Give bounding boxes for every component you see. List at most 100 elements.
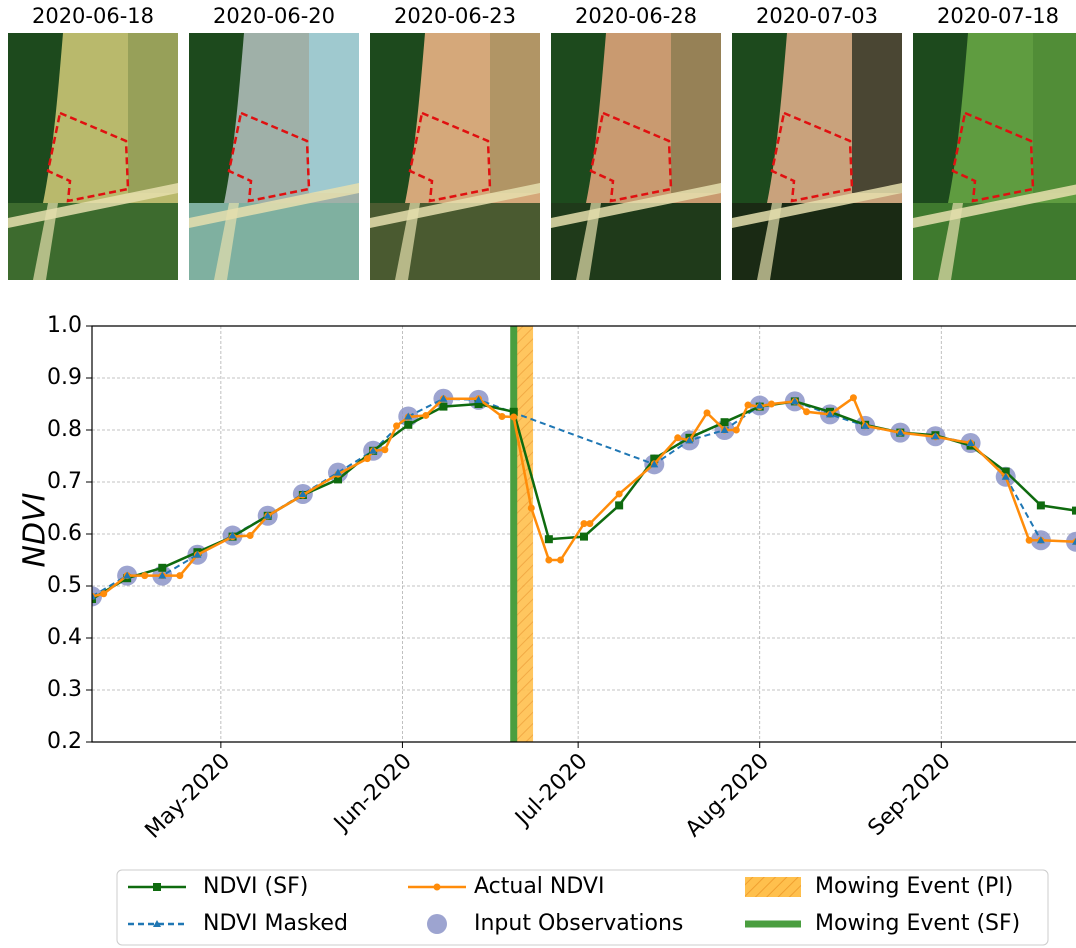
field-right (1033, 33, 1076, 193)
legend-marker (153, 920, 161, 927)
thumbnail (551, 33, 721, 280)
parcel-outline (951, 111, 1035, 203)
data-point (404, 420, 413, 429)
data-point (381, 446, 389, 454)
forest (8, 33, 63, 213)
data-point (439, 394, 448, 402)
parcel-outline (408, 111, 492, 203)
parcel-outline (46, 111, 130, 203)
road-left (395, 203, 420, 280)
y-tick-label: 0.6 (47, 521, 82, 546)
data-point (439, 402, 448, 411)
y-tick-label: 0.7 (47, 469, 82, 494)
legend-marker (427, 914, 447, 934)
x-tick-label: Jul-2020 (510, 749, 593, 832)
data-point (123, 571, 132, 579)
data-point (615, 490, 623, 498)
data-point (369, 446, 378, 454)
y-axis-label: NDVI (18, 492, 53, 567)
road-left (576, 203, 601, 280)
legend-box (116, 869, 1049, 946)
data-point (474, 400, 483, 408)
data-point (732, 426, 740, 434)
data-point (615, 501, 624, 510)
y-tick-label: 0.3 (47, 677, 82, 702)
plot-area (92, 326, 1076, 742)
field-right (128, 33, 178, 193)
data-point (674, 434, 682, 442)
data-point (1025, 536, 1033, 544)
data-point (720, 418, 729, 427)
data-point (176, 572, 184, 580)
y-tick-label: 0.8 (47, 417, 82, 442)
road-left (214, 203, 239, 280)
data-point (1001, 472, 1010, 480)
data-point (931, 432, 940, 440)
plot: 0.2 0.3 0.4 0.5 0.6 0.7 0.8 0.9 1.0 May-2020 Jun-2… (47, 313, 1076, 844)
data-point (685, 436, 694, 444)
data-point (141, 572, 149, 580)
legend-handle (745, 877, 801, 897)
data-point (298, 489, 307, 497)
series-line (92, 397, 1076, 598)
data-point (193, 550, 202, 558)
data-point (861, 421, 870, 429)
data-point (158, 571, 167, 579)
parcel-outline (770, 111, 854, 203)
data-point (744, 401, 752, 409)
legend-marker (153, 883, 161, 891)
thumbnail-date: 2020-06-20 (213, 4, 335, 28)
data-point (510, 413, 518, 421)
data-point (509, 407, 518, 416)
series-line (92, 395, 1076, 598)
data-point (100, 590, 108, 598)
data-point (650, 454, 659, 463)
thumbnail-date: 2020-06-23 (394, 4, 516, 28)
legend-label: NDVI (SF) (203, 874, 308, 899)
parcel-outline (589, 111, 673, 203)
data-point (720, 426, 729, 433)
data-point (498, 412, 506, 420)
y-tick-label: 0.4 (47, 625, 82, 650)
data-point (363, 455, 371, 463)
field-right (309, 33, 359, 193)
data-point (1001, 467, 1010, 476)
field-right (852, 33, 902, 193)
thumbnail-date: 2020-06-18 (32, 4, 154, 28)
data-point (650, 460, 659, 468)
data-point (580, 520, 588, 528)
data-point (158, 563, 167, 572)
data-point (474, 395, 483, 403)
x-tick-label: May-2020 (141, 749, 236, 844)
data-point (393, 422, 401, 430)
forest (551, 33, 606, 213)
axes-frame (91, 325, 1076, 743)
data-point (422, 411, 430, 419)
forest (370, 33, 425, 213)
legend-label: NDVI Masked (203, 911, 348, 936)
data-point (580, 532, 588, 541)
data-point (1036, 536, 1045, 544)
data-point (246, 532, 254, 540)
thumbnail-date: 2020-07-03 (756, 4, 878, 28)
x-tick-label: Sep-2020 (864, 749, 956, 841)
data-point (826, 410, 834, 418)
thumbnail-date: 2020-07-18 (937, 4, 1059, 28)
road-left (757, 203, 782, 280)
forest (189, 33, 244, 213)
road-left (938, 203, 963, 280)
field-right (671, 33, 721, 193)
y-tick-label: 0.5 (47, 573, 82, 598)
thumbnail (8, 33, 178, 280)
legend-label: Actual NDVI (474, 874, 604, 899)
data-point (527, 504, 535, 512)
thumbnails: 2020-06-18 2020-06-20 2020-06-23 2020-06-28… (8, 4, 1076, 280)
y-tick-label: 0.9 (47, 365, 82, 390)
data-point (263, 511, 272, 519)
thumbnail-date: 2020-06-28 (575, 4, 697, 28)
data-point (334, 468, 342, 476)
data-point (896, 428, 905, 436)
forest (913, 33, 968, 213)
